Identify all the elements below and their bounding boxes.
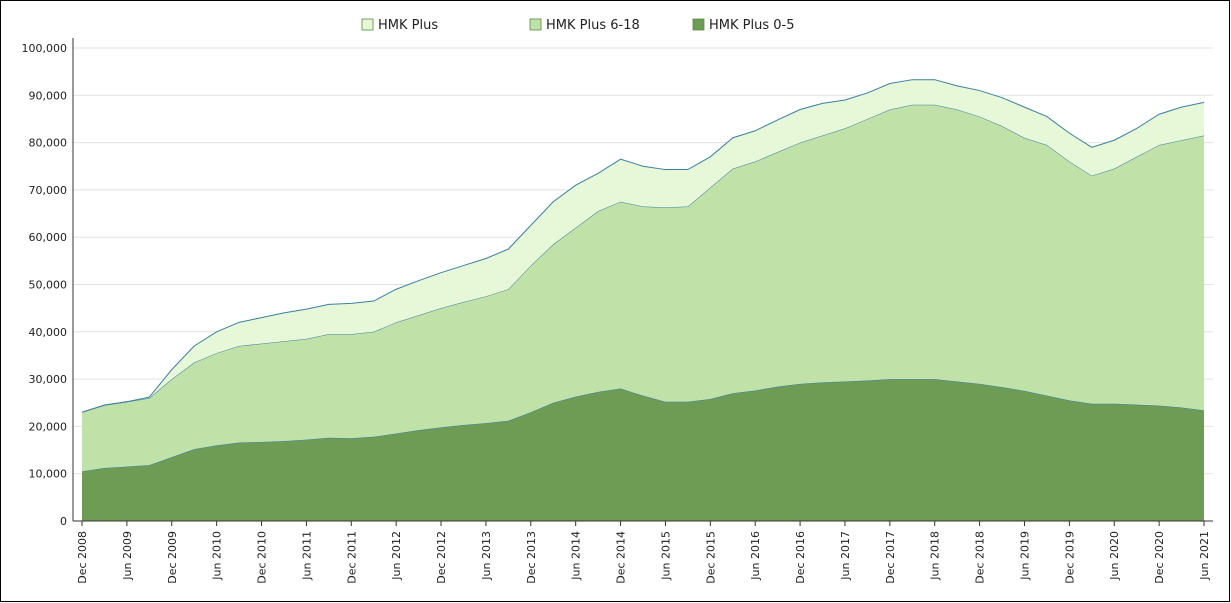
area-edge — [81, 79, 1205, 413]
y-tick-label: 80,000 — [29, 137, 68, 150]
y-tick-label: 0 — [60, 515, 67, 528]
x-tick-label: Jun 2012 — [390, 531, 403, 581]
x-tick-label: Dec 2008 — [76, 531, 89, 584]
area — [82, 79, 1204, 413]
x-tick-label: Dec 2017 — [884, 531, 897, 584]
y-tick-label: 40,000 — [29, 326, 68, 339]
y-tick-label: 100,000 — [22, 42, 68, 55]
legend-label: HMK Plus 0-5 — [709, 18, 794, 33]
x-tick-label: Dec 2014 — [615, 531, 628, 584]
x-tick-label: Dec 2010 — [256, 531, 269, 584]
legend-swatch — [529, 18, 542, 31]
x-tick-label: Dec 2009 — [166, 531, 179, 584]
area — [82, 379, 1204, 521]
legend-swatch — [361, 18, 374, 31]
x-tick-label: Jun 2013 — [480, 531, 493, 581]
legend-swatch — [692, 18, 705, 31]
y-tick-label: 60,000 — [29, 231, 68, 244]
x-tick-label: Dec 2018 — [974, 531, 987, 584]
y-tick-label: 10,000 — [29, 468, 68, 481]
legend-label: HMK Plus — [378, 18, 438, 33]
x-tick-label: Jun 2020 — [1108, 531, 1121, 581]
x-tick-label: Dec 2016 — [794, 531, 807, 584]
x-tick-label: Dec 2012 — [435, 531, 448, 584]
x-tick-label: Jun 2021 — [1198, 531, 1211, 581]
legend-label: HMK Plus 6-18 — [546, 18, 640, 33]
y-tick-label: 70,000 — [29, 184, 68, 197]
x-tick-label: Dec 2013 — [525, 531, 538, 584]
x-tick-label: Jun 2017 — [839, 531, 852, 581]
y-tick-label: 20,000 — [29, 420, 68, 433]
x-tick-label: Dec 2020 — [1153, 531, 1166, 584]
x-tick-label: Jun 2018 — [929, 531, 942, 581]
x-tick-label: Jun 2014 — [570, 531, 583, 581]
x-tick-label: Jun 2016 — [749, 531, 762, 581]
x-tick-label: Dec 2015 — [704, 531, 717, 584]
x-tick-label: Jun 2010 — [211, 531, 224, 581]
y-tick-label: 50,000 — [29, 279, 68, 292]
x-tick-label: Dec 2011 — [345, 531, 358, 584]
y-tick-label: 30,000 — [29, 373, 68, 386]
x-tick-label: Dec 2019 — [1063, 531, 1076, 584]
x-tick-label: Jun 2015 — [659, 531, 672, 581]
x-tick-label: Jun 2009 — [121, 531, 134, 581]
x-tick-label: Jun 2019 — [1018, 531, 1031, 581]
x-tick-label: Jun 2011 — [300, 531, 313, 581]
area — [82, 104, 1204, 472]
y-tick-label: 90,000 — [29, 89, 68, 102]
